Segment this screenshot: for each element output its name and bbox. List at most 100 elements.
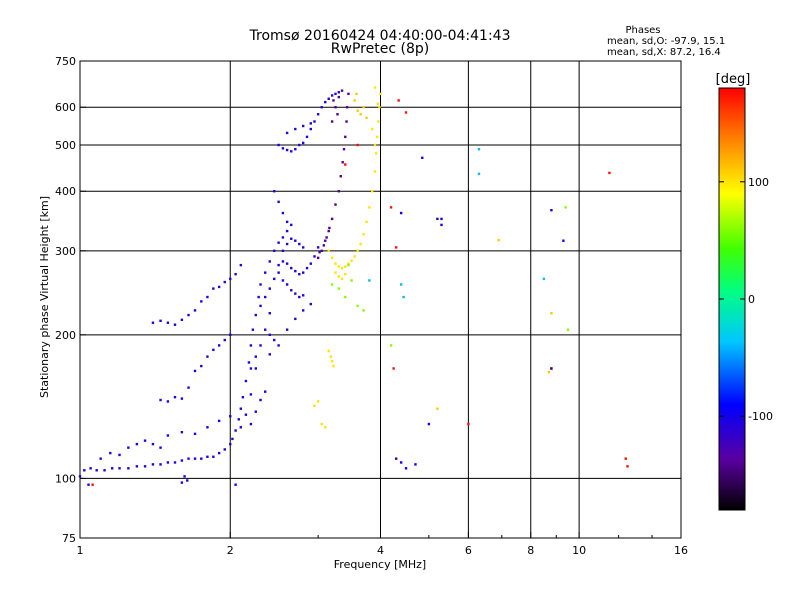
data-point [334,262,337,265]
data-point [402,295,405,299]
data-point [244,379,248,383]
data-point [330,94,334,97]
data-point [217,285,221,289]
data-point [268,311,271,315]
y-tick-label: 75 [62,532,76,545]
data-point [223,338,226,342]
data-point [355,92,358,96]
data-point [290,223,293,227]
data-point [392,367,395,370]
data-point [277,263,280,267]
data-point [316,256,320,260]
data-point [159,319,162,322]
data-point [337,275,341,278]
data-point [564,206,567,209]
data-point [294,239,297,242]
y-tick-label: 600 [55,101,76,114]
data-point [330,120,334,123]
data-point [320,106,323,109]
data-point [309,122,312,125]
data-point [180,430,184,434]
data-point [316,400,320,403]
phases-line-o: mean, sd,O: -97.9, 15.1 [607,36,725,47]
data-point [264,390,267,393]
data-point [290,289,293,292]
data-point [301,271,305,274]
x-axis-ticks: 1 2 4 6 8 10 16 [77,532,688,557]
data-point [78,475,82,478]
data-point [251,328,255,331]
x-tick-label: 8 [527,544,534,557]
data-point [166,400,170,403]
data-point [180,481,184,484]
data-point [353,255,356,258]
data-point [330,360,334,363]
data-point [294,292,297,295]
data-point [200,457,203,460]
y-tick-label: 400 [55,185,76,198]
data-point [337,91,341,94]
data-point [316,246,320,249]
phases-header: Phases [625,25,660,36]
data-point [334,106,337,109]
data-point [247,361,251,364]
data-point [414,463,417,466]
data-point [330,217,334,221]
data-point [378,106,381,109]
data-point [259,344,262,347]
data-point [347,262,350,265]
data-point [87,483,90,486]
data-point [234,429,237,432]
data-point [421,156,424,160]
data-point [277,241,280,244]
data-point [234,483,237,486]
data-point [359,242,362,246]
data-point [427,422,431,426]
data-point [436,217,439,221]
data-point [173,323,177,326]
data-point [173,461,177,464]
data-point [118,467,121,470]
data-point [223,280,226,284]
data-point [318,251,321,254]
data-point [345,106,349,109]
colorbar-label: [deg] [716,72,751,87]
data-point [180,397,184,400]
data-point [229,442,232,446]
data-point [347,92,350,96]
data-point [285,283,289,286]
data-point [340,277,344,281]
data-point [91,483,94,486]
data-point [399,461,403,464]
data-point [127,467,130,470]
data-point [193,432,197,436]
data-point [200,300,203,303]
data-point [371,190,374,193]
data-point [365,220,368,224]
data-point [341,161,344,164]
grid-layer [80,61,681,538]
data-point [159,446,162,449]
data-point [477,172,481,176]
data-point [368,279,371,282]
data-point [316,113,320,116]
data-point [239,263,243,267]
data-point [109,451,112,455]
data-point [285,242,289,246]
data-point [285,131,289,135]
data-point [344,295,347,299]
data-point [365,116,368,120]
data-point [212,455,215,458]
data-point [186,479,189,482]
data-point [259,283,262,286]
data-point [340,89,344,92]
data-point [324,426,327,429]
data-point [377,120,380,123]
data-point [327,229,330,233]
data-point [294,127,297,131]
data-point [339,175,342,178]
data-point [550,311,553,315]
data-point [337,287,341,290]
data-point [217,451,221,455]
colorbar-tick-label: -100 [748,410,773,423]
